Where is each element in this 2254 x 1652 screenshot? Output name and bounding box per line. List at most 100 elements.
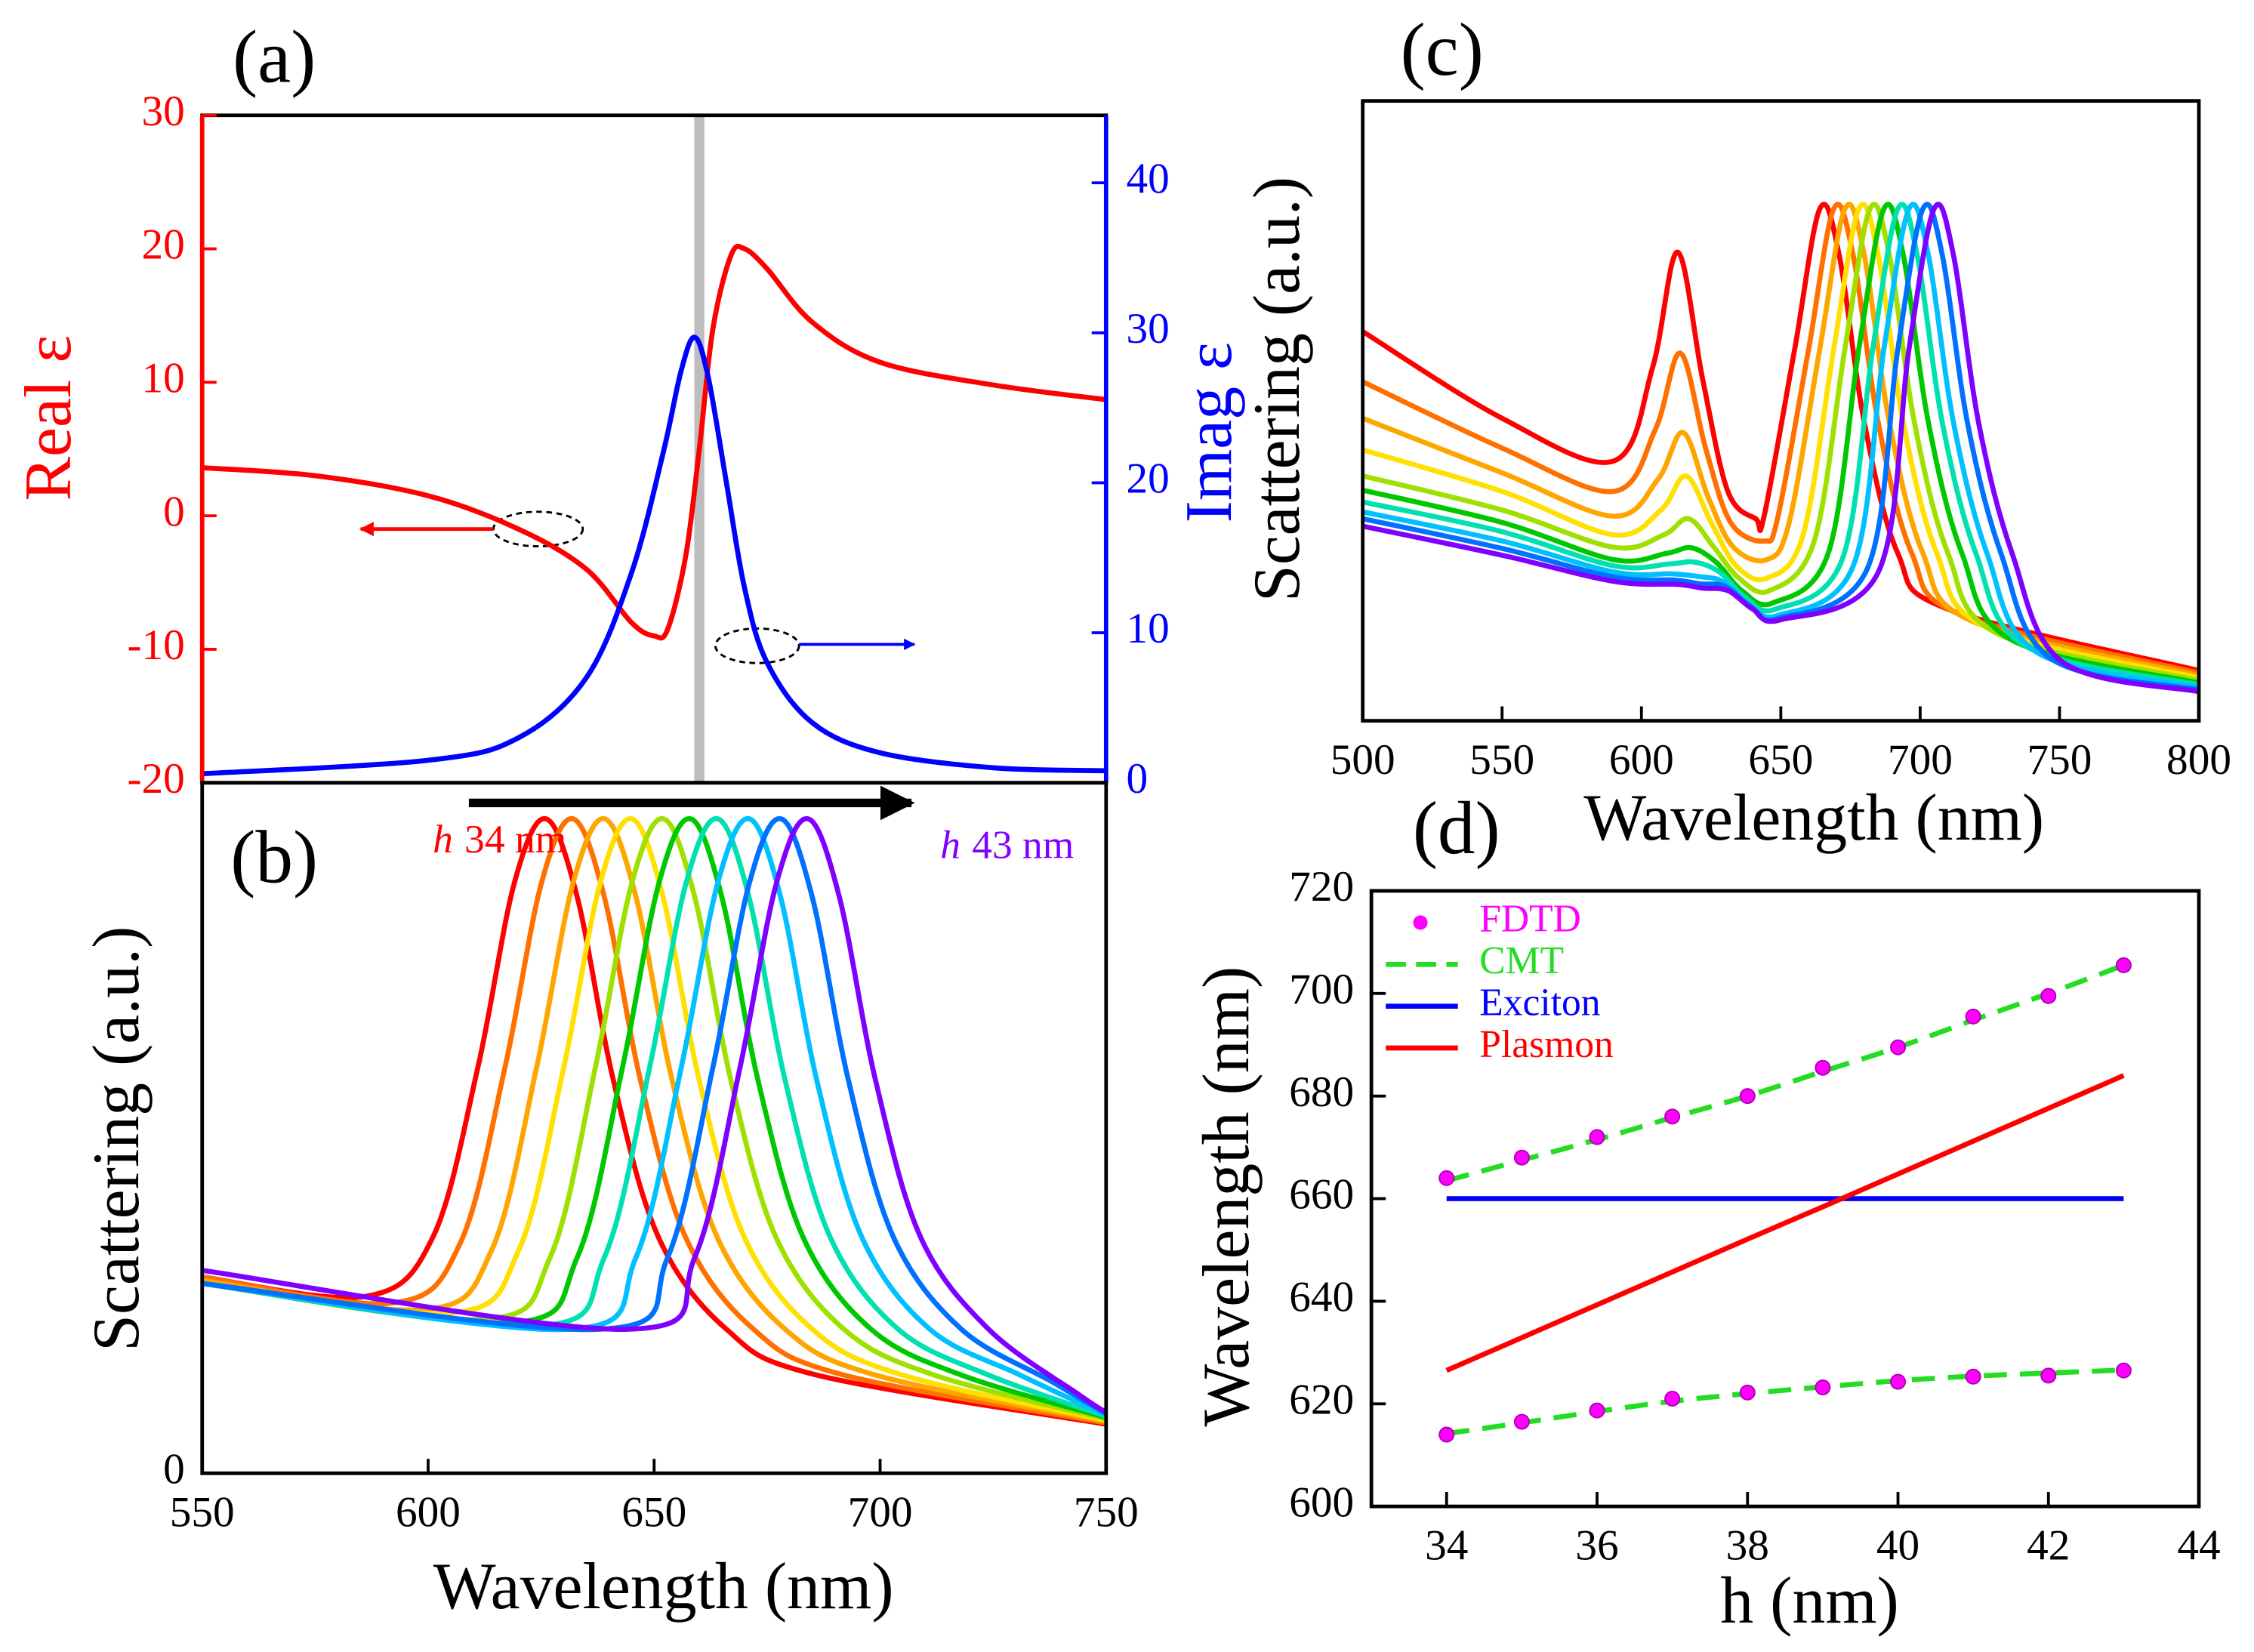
x-tick-label: 34 xyxy=(1425,1522,1468,1570)
x-axis-title: h (nm) xyxy=(1720,1564,1899,1637)
x-tick-label: 44 xyxy=(2177,1522,2220,1570)
legend-marker xyxy=(1413,915,1428,930)
y-tick-label: 620 xyxy=(1289,1376,1354,1423)
x-tick-label: 750 xyxy=(1074,1489,1139,1536)
y-tick-label: -10 xyxy=(127,621,184,669)
legend-label: CMT xyxy=(1479,939,1564,982)
y-tick-label: 640 xyxy=(1289,1274,1354,1321)
data-point xyxy=(1513,1149,1530,1166)
data-line xyxy=(1362,202,2200,678)
data-point xyxy=(1664,1390,1681,1407)
plot-area xyxy=(1445,1073,2125,1373)
data-point xyxy=(1815,1379,1831,1396)
x-tick-label: 550 xyxy=(170,1489,235,1536)
data-line xyxy=(202,816,1106,1415)
data-line xyxy=(202,816,1106,1425)
y-tick-label: 600 xyxy=(1289,1478,1354,1526)
data-line xyxy=(1362,202,2200,692)
panel: -20 -10 0 10 20 30 0 10 20 30 40 (a) Real ε Imag ε xyxy=(11,17,1245,803)
annotation-text: 43 nm xyxy=(972,822,1074,868)
data-line xyxy=(1362,202,2200,681)
data-point xyxy=(1664,1108,1681,1125)
y-tick-label: 0 xyxy=(163,488,185,535)
data-line xyxy=(202,816,1106,1416)
data-point xyxy=(1739,1384,1756,1401)
data-line xyxy=(202,816,1106,1419)
y2-tick-label: 30 xyxy=(1127,305,1170,353)
y2-tick-label: 10 xyxy=(1127,605,1170,652)
legend-label: Plasmon xyxy=(1479,1023,1614,1066)
x-tick-label: 650 xyxy=(621,1489,686,1536)
y-tick-label: -20 xyxy=(127,755,184,803)
x-tick-label: 700 xyxy=(1888,736,1953,784)
x-axis-title: Wavelength (nm) xyxy=(1583,781,2044,854)
x-tick-label: 40 xyxy=(1876,1522,1919,1570)
data-point xyxy=(1589,1402,1605,1419)
data-line xyxy=(202,816,1106,1420)
y-axis-title: Scattering (a.u.) xyxy=(1240,177,1313,602)
data-line xyxy=(202,334,1106,777)
data-line xyxy=(1362,202,2200,688)
y-tick-label: 720 xyxy=(1289,863,1354,911)
y2-axis-title: Imag ε xyxy=(1172,342,1245,522)
data-point xyxy=(1739,1088,1756,1105)
x-tick-label: 750 xyxy=(2027,736,2092,784)
panel: 550 600 650 700 750 0 (b) Wavelength (nm) Scatte… xyxy=(79,781,1139,1623)
data-point xyxy=(1438,1170,1455,1186)
plot-area xyxy=(1362,202,2200,695)
x-axis-title: Wavelength (nm) xyxy=(433,1549,894,1623)
y-axis-title: Real ε xyxy=(11,335,85,501)
data-line xyxy=(1446,1367,2124,1436)
y-tick-label: 20 xyxy=(142,221,185,269)
annotation: h 43 nm xyxy=(940,822,1074,868)
x-tick-label: 600 xyxy=(396,1489,461,1536)
panel-label: (b) xyxy=(230,816,318,898)
data-point xyxy=(2040,988,2057,1004)
data-line xyxy=(1362,202,2200,686)
annotation-symbol: h xyxy=(940,822,960,868)
data-point xyxy=(1815,1059,1831,1076)
data-point xyxy=(1890,1373,1907,1390)
y-axis-title: Scattering (a.u.) xyxy=(79,926,153,1351)
data-point xyxy=(1589,1129,1605,1145)
data-line xyxy=(202,816,1106,1422)
x-tick-label: 36 xyxy=(1575,1522,1618,1570)
annotation: h 34 nm xyxy=(433,816,566,861)
y2-tick-label: 20 xyxy=(1127,455,1170,503)
y-axis-title: Wavelength (nm) xyxy=(1189,966,1263,1427)
data-line xyxy=(1362,202,2200,683)
data-point xyxy=(2115,957,2132,973)
data-line xyxy=(1445,1073,2125,1373)
data-line xyxy=(1445,963,2125,1183)
data-point xyxy=(2040,1367,2057,1384)
data-line xyxy=(202,816,1106,1425)
y-tick-label: 660 xyxy=(1289,1171,1354,1219)
data-point xyxy=(2115,1362,2132,1379)
y-tick-label: 30 xyxy=(142,88,185,135)
y-tick-label: 680 xyxy=(1289,1068,1354,1116)
plot-area xyxy=(202,115,1106,783)
y-tick-label: 700 xyxy=(1289,966,1354,1013)
data-line xyxy=(202,243,1106,641)
annotation-symbol: h xyxy=(433,816,453,861)
panel-label: (d) xyxy=(1413,787,1500,870)
x-tick-label: 38 xyxy=(1726,1522,1769,1570)
data-line xyxy=(1362,202,2200,690)
legend-label: Exciton xyxy=(1479,981,1600,1024)
data-line xyxy=(1362,202,2200,695)
x-tick-label: 650 xyxy=(1748,736,1813,784)
data-point xyxy=(1965,1008,1981,1025)
plot-area xyxy=(202,816,1106,1427)
data-point xyxy=(1438,1426,1455,1443)
data-line xyxy=(202,816,1106,1423)
legend-label: FDTD xyxy=(1479,898,1581,941)
x-tick-label: 500 xyxy=(1331,736,1395,784)
data-point xyxy=(1513,1413,1530,1430)
y-tick-label: 10 xyxy=(142,354,185,402)
panel: 500 550 600 650 700 750 800 (c) Wavelength (nm) S… xyxy=(1240,9,2231,854)
data-point xyxy=(1965,1368,1981,1385)
y2-tick-label: 40 xyxy=(1127,155,1170,202)
data-point xyxy=(1890,1039,1907,1056)
